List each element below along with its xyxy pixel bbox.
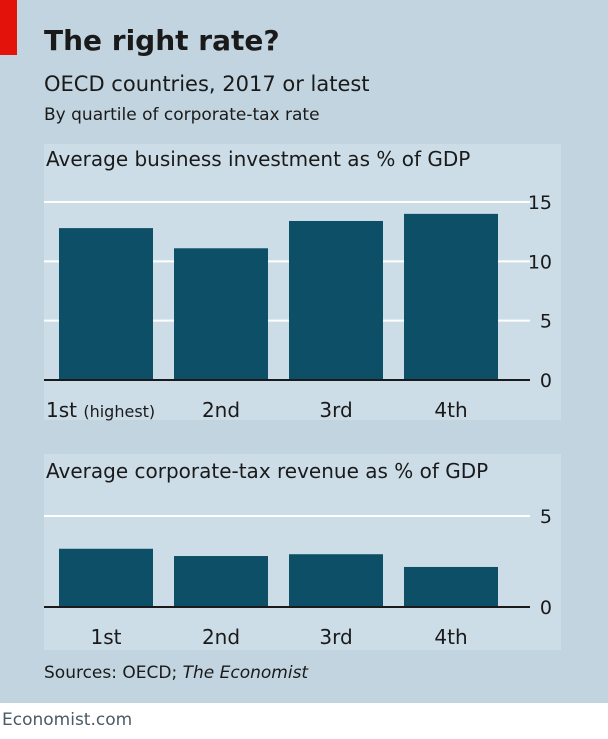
tax-revenue-chart: Average corporate-tax revenue as % of GD… (0, 450, 608, 655)
footer-brand: Economist.com (2, 710, 132, 730)
y-tick-label: 0 (540, 597, 552, 619)
chart-card: The right rate? OECD countries, 2017 or … (0, 0, 608, 703)
y-tick-label: 10 (528, 251, 552, 273)
x-tick-label: 3rd (319, 625, 352, 649)
source-italic: The Economist (183, 663, 309, 683)
y-tick-label: 0 (540, 370, 552, 392)
page-title: The right rate? (44, 24, 280, 57)
x-tick-label: 3rd (319, 398, 352, 422)
bar-2nd (174, 248, 268, 380)
brand-tag (0, 0, 17, 55)
bar-4th (404, 214, 498, 380)
subtitle: OECD countries, 2017 or latest (44, 72, 370, 96)
chart-title: Average business investment as % of GDP (46, 147, 470, 171)
bar-3rd (289, 221, 383, 380)
source-note: Sources: OECD; The Economist (44, 663, 308, 683)
bar-3rd (289, 554, 383, 607)
bar-2nd (174, 556, 268, 607)
y-tick-label: 5 (540, 311, 552, 333)
subtitle-note: By quartile of corporate-tax rate (44, 105, 320, 125)
x-tick-label: 2nd (202, 398, 240, 422)
bar-1st (59, 228, 153, 380)
x-tick-label: 2nd (202, 625, 240, 649)
investment-chart: Average business investment as % of GDP 0… (0, 140, 608, 430)
x-tick-label: 4th (434, 625, 467, 649)
x-tick-label: 1st (91, 625, 122, 649)
y-tick-label: 15 (528, 192, 552, 214)
x-tick-label: 1st (highest) (46, 398, 155, 422)
y-tick-label: 5 (540, 506, 552, 528)
bar-1st (59, 549, 153, 607)
bar-4th (404, 567, 498, 607)
source-prefix: Sources: OECD; (44, 663, 183, 683)
x-tick-label: 4th (434, 398, 467, 422)
chart-title: Average corporate-tax revenue as % of GD… (46, 459, 488, 483)
